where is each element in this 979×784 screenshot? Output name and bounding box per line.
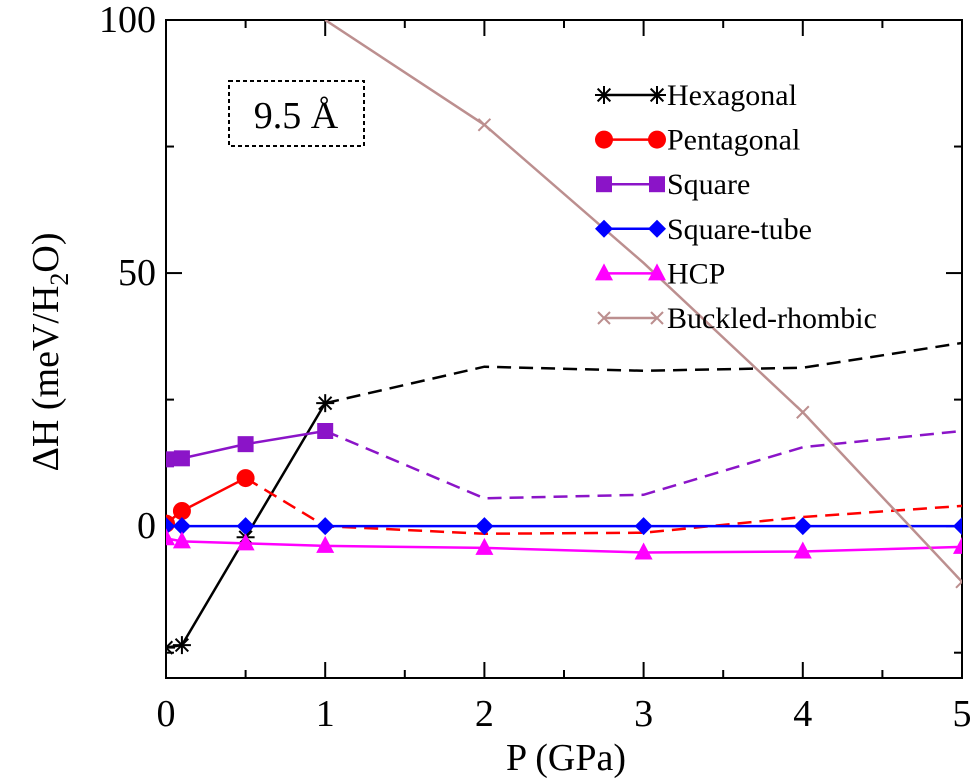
data-point-hexagonal (172, 636, 191, 655)
data-point-buckled-rhombic (955, 575, 962, 589)
data-point-square-tube (172, 517, 191, 536)
legend-marker (597, 311, 611, 325)
data-point-pentagonal (236, 469, 255, 488)
x-tick-label: 1 (316, 693, 335, 735)
series-hexagonal (166, 341, 962, 657)
legend-item-hcp: HCP (595, 257, 725, 290)
series-line-hcp (166, 537, 962, 554)
data-point-buckled-rhombic (796, 405, 810, 419)
x-tick-label: 0 (157, 693, 176, 735)
data-point-square-tube (953, 517, 962, 536)
data-point-hcp (634, 542, 653, 560)
data-point-square-tube (793, 517, 812, 536)
annotation-box (228, 80, 365, 147)
data-point-square (237, 436, 254, 453)
legend-label: HCP (667, 257, 725, 290)
data-point-hexagonal (316, 394, 335, 413)
data-point-hcp (166, 528, 175, 546)
legend-marker (650, 311, 664, 325)
series-hcp (166, 528, 962, 560)
data-point-hcp (316, 535, 335, 553)
y-axis-label-subscript: 2 (45, 273, 74, 286)
legend-marker (648, 86, 666, 104)
legend: Hexagonal Pentagonal Square Square-tube HCP B… (595, 79, 877, 335)
legend-marker (595, 219, 613, 238)
data-point-square-tube (166, 517, 175, 536)
data-point-hcp (475, 537, 494, 555)
legend-marker (595, 86, 613, 104)
legend-marker (649, 176, 665, 193)
series-square (166, 422, 962, 500)
legend-marker (595, 130, 613, 149)
data-point-hcp (236, 533, 255, 551)
series-line-dashed-pentagonal (244, 476, 962, 535)
y-axis-label-end: O) (25, 232, 67, 272)
legend-marker (648, 263, 666, 281)
y-axis-label-main: ΔH (meV/H (25, 286, 67, 472)
annotation-text: 9.5 Å (254, 95, 339, 137)
data-point-buckled-rhombic (477, 118, 492, 132)
series-line-buckled-rhombic (324, 20, 962, 583)
data-point-square (173, 450, 190, 467)
data-point-hcp (172, 531, 191, 549)
legend-marker (595, 263, 613, 281)
data-point-square-tube (634, 517, 653, 536)
y-tick-label: 100 (99, 0, 156, 41)
legend-label: Pentagonal (667, 124, 800, 157)
y-tick-label: 50 (118, 252, 156, 294)
legend-label: Buckled-rhombic (667, 302, 877, 335)
legend-item-square-tube: Square-tube (595, 213, 812, 246)
data-point-square (166, 451, 174, 468)
legend-item-square: Square (596, 168, 750, 201)
legend-label: Square-tube (667, 213, 812, 246)
y-axis-label: ΔH (meV/H2O) (25, 232, 74, 471)
x-tick-label: 3 (634, 693, 653, 735)
data-point-square-tube (475, 517, 494, 536)
data-point-square (317, 422, 334, 439)
data-point-hcp (953, 536, 962, 554)
series-line-hexagonal (166, 402, 327, 649)
series-pentagonal (166, 469, 962, 535)
legend-marker (648, 130, 666, 149)
x-tick-label: 2 (475, 693, 494, 735)
data-point-square-tube (316, 517, 335, 536)
series-buckled-rhombic (324, 20, 962, 589)
legend-item-pentagonal: Pentagonal (595, 124, 800, 157)
x-axis-label: P (GPa) (506, 737, 626, 779)
series-square-tube (166, 517, 962, 536)
data-point-hcp (793, 541, 812, 559)
data-point-square-tube (236, 517, 255, 536)
legend-item-buckled-rhombic: Buckled-rhombic (597, 302, 877, 335)
legend-label: Hexagonal (667, 79, 797, 112)
legend-item-hexagonal: Hexagonal (595, 79, 797, 112)
y-tick-label: 0 (137, 505, 156, 547)
legend-marker (648, 219, 666, 238)
x-tick-label: 4 (793, 693, 812, 735)
series-layer (166, 20, 962, 657)
legend-label: Square (667, 168, 750, 201)
series-line-dashed-square (324, 429, 962, 500)
data-point-pentagonal (172, 501, 191, 520)
series-line-dashed-hexagonal (324, 341, 962, 405)
data-point-hexagonal (166, 638, 175, 657)
x-tick-label: 5 (953, 693, 972, 735)
legend-marker (596, 176, 612, 193)
